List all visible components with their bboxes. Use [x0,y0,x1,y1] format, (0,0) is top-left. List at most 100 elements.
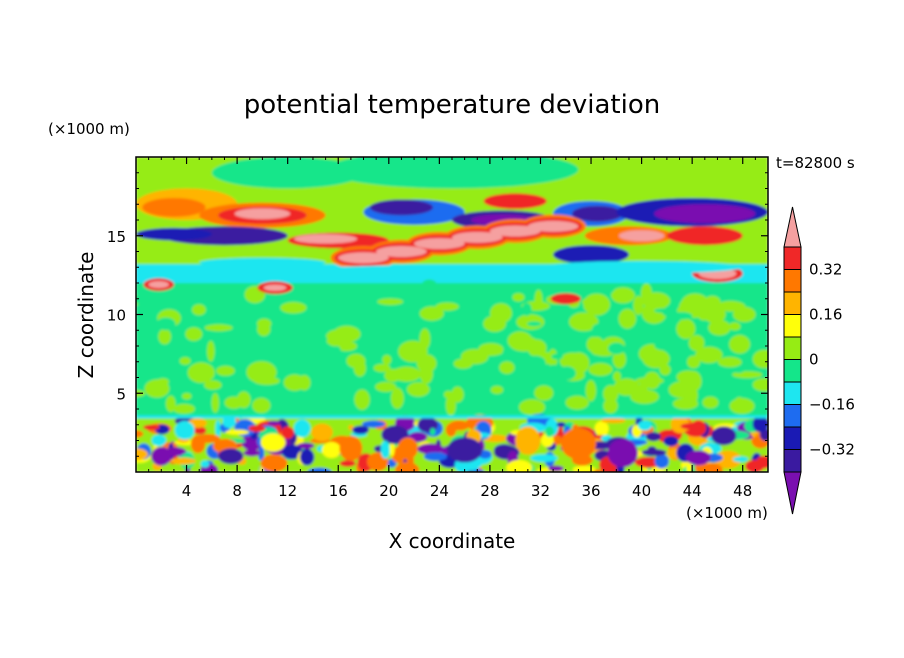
x-tick-label: 36 [581,482,600,500]
boundary-cell [417,443,445,455]
y-axis: 5 10 15 [107,172,768,457]
mid-patch [280,302,307,314]
boundary-cell [641,449,667,456]
mid-patch [687,355,701,369]
mid-patch [586,337,600,352]
colorbar-swatch [783,449,802,473]
boundary-cell [170,457,197,465]
y-tick-label: 15 [107,228,126,246]
boundary-cell [380,440,390,459]
boundary-cell [594,420,609,437]
mid-patch-green [227,340,246,350]
mid-patch [708,319,731,336]
x-tick-label: 20 [379,482,398,500]
cold-pool [218,448,244,465]
mid-patch [224,396,244,409]
boundary-cell [448,420,470,431]
mid-patch [603,398,618,414]
mid-patch [179,357,191,365]
mid-patch [257,322,271,337]
mid-patch [640,283,652,305]
warm-spot [550,293,581,305]
y-unit-label: (×1000 m) [48,120,130,138]
inversion-line [136,415,768,419]
boundary-cell [506,459,533,472]
upper-cold [654,204,756,224]
mid-patch [191,304,206,316]
x-tick-label: 32 [531,482,550,500]
mid-patch [216,365,235,376]
boundary-cell [732,456,749,463]
heatmap-field [136,157,768,472]
x-tick-label: 28 [480,482,499,500]
boundary-cell [423,452,448,461]
x-tick-label: 44 [683,482,702,500]
mid-patch [611,287,635,304]
x-tick-label: 40 [632,482,651,500]
mid-patch-green [524,355,546,370]
mid-patch [688,334,705,352]
upper-warm [142,197,206,217]
upper-green [325,157,579,189]
mid-patch [377,298,404,305]
boundary-cell [151,434,167,447]
mid-patch [676,370,700,384]
warm-cell [515,426,541,455]
colorbar-swatch [783,314,802,338]
mid-patch-green [521,302,532,316]
mid-patch [204,380,222,390]
mid-patch-green [670,311,693,320]
y-axis-label: Z coordinate [74,252,98,379]
boundary-cell [745,459,765,472]
warm-ridge-max [527,220,579,232]
mid-patch [181,392,192,400]
boundary-cell [311,423,333,442]
y-tick-label: 10 [107,307,126,325]
mid-patch-green [607,342,625,355]
mid-patch [490,385,504,395]
cyan-streak [540,260,743,274]
warm-cell [281,426,294,439]
mid-patch [453,358,473,369]
mid-patch-green [332,345,341,355]
mid-patch [211,393,220,413]
mid-patch-green [181,344,199,353]
mid-patch [585,380,597,402]
colorbar-tick-label: 0.16 [809,306,842,324]
boundary-cell [225,429,250,435]
mid-patch [173,403,195,414]
mid-patch-green [308,333,328,345]
upper-green [211,157,364,189]
x-axis: 4 8 12 16 20 24 28 32 36 40 44 48 [148,157,756,500]
x-tick-label: 12 [278,482,297,500]
upper-warm [666,226,743,246]
mid-patch-green [497,285,510,291]
boundary-cell [243,449,261,457]
boundary-cell [430,428,436,436]
mid-patch [406,382,430,397]
mid-patch [613,371,621,382]
boundary-cell [601,418,626,424]
x-tick-label: 16 [329,482,348,500]
x-tick-label: 4 [182,482,192,500]
boundary-cell [654,453,669,469]
mid-patch [158,328,172,345]
mid-patch [435,302,459,311]
mid-patch [373,363,391,373]
mid-patch [416,354,437,373]
colorbar-tick-label: −0.16 [809,396,855,414]
mid-patch-green [387,314,396,322]
upper-warm-max [234,208,291,220]
mid-patch [156,378,169,385]
boundary-cell [258,445,265,461]
mid-patch [702,396,719,409]
upper-cold [369,199,434,216]
colorbar-swatch [783,381,802,405]
mid-patch [507,331,533,351]
boundary-cell [321,441,342,459]
cold-pool [607,438,638,468]
mid-patch [728,322,741,331]
mid-patch-green [733,368,744,374]
